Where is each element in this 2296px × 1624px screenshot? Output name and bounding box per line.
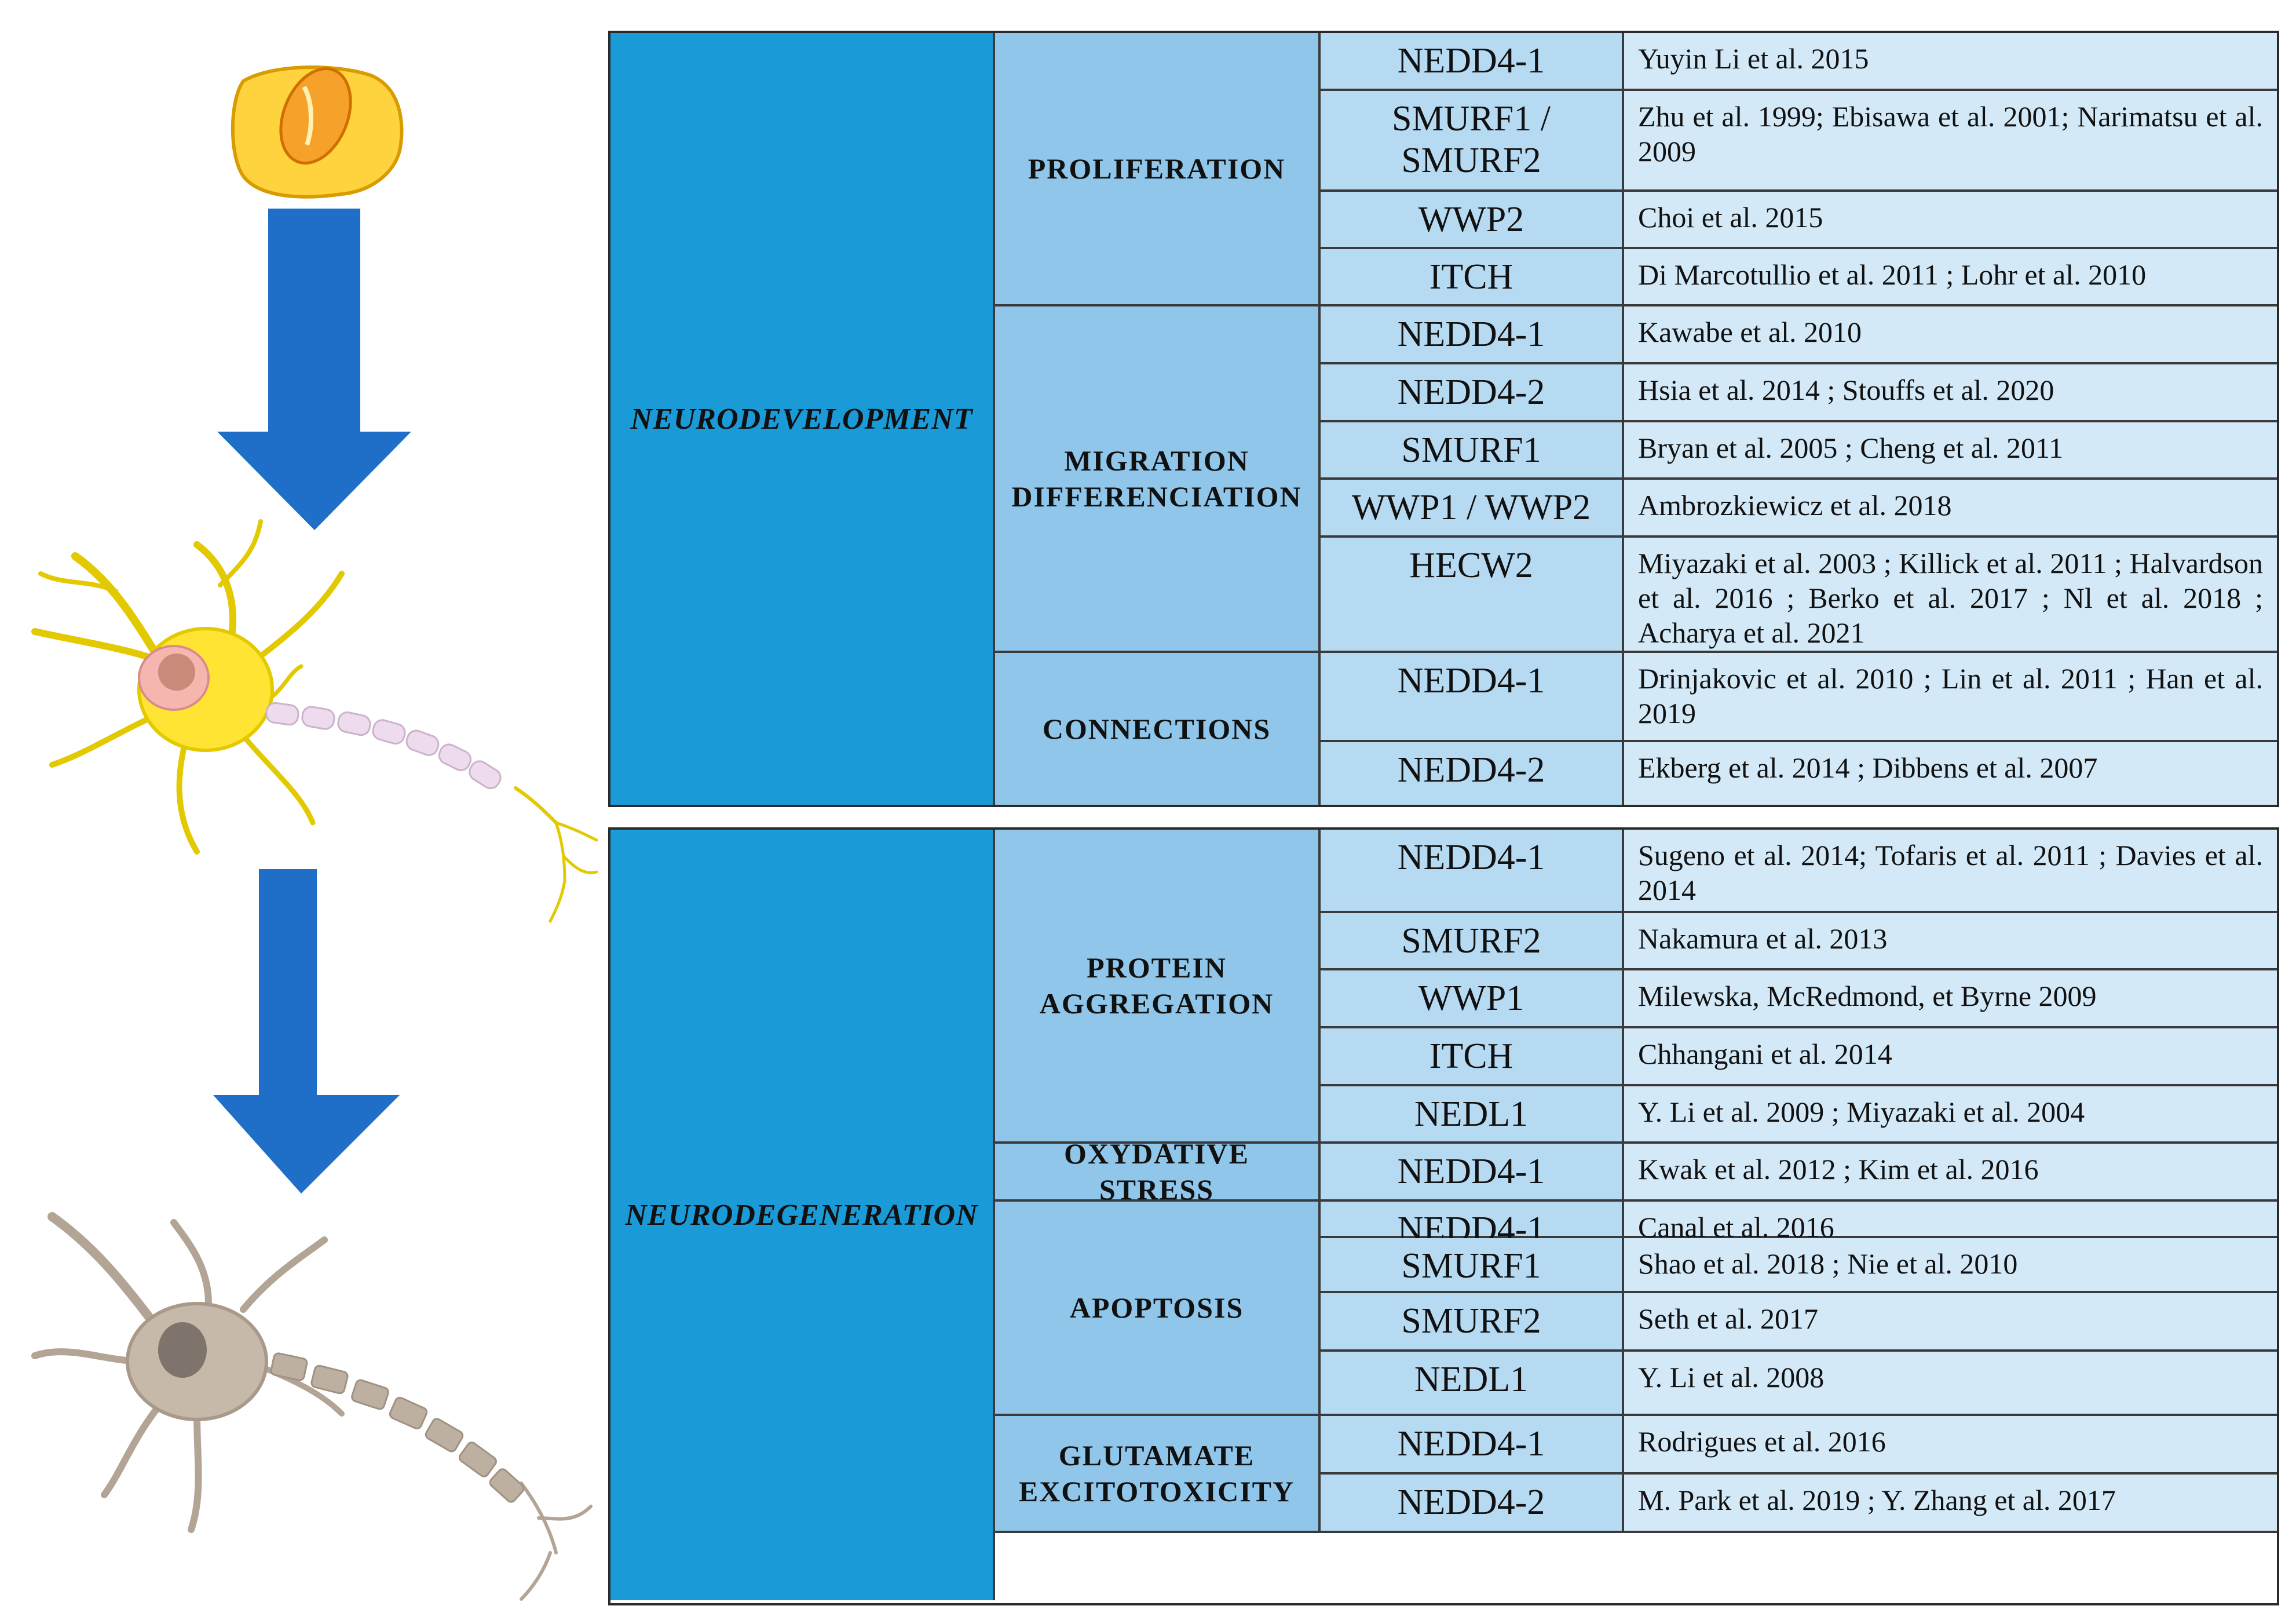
reference-cell: Rodrigues et al. 2016 — [1624, 1416, 2277, 1475]
reference-cell: Chhangani et al. 2014 — [1624, 1028, 2277, 1086]
reference-cell: M. Park et al. 2019 ; Y. Zhang et al. 20… — [1624, 1475, 2277, 1533]
gene-cell: NEDL1 — [1321, 1086, 1624, 1144]
reference-cell: Bryan et al. 2005 ; Cheng et al. 2011 — [1624, 422, 2277, 480]
neurodevelopment-table: NEURODEVELOPMENT PROLIFERATION NEDD4-1 Yuyi… — [608, 31, 2279, 807]
reference-cell: Sugeno et al. 2014; Tofaris et al. 2011 … — [1624, 830, 2277, 913]
reference-cell: Di Marcotullio et al. 2011 ; Lohr et al.… — [1624, 249, 2277, 306]
gene-cell: NEDD4-1 — [1321, 1144, 1624, 1202]
arrow-down-icon — [213, 869, 400, 1194]
category-label: PROTEIN AGGREGATION — [995, 830, 1321, 1144]
reference-cell: Miyazaki et al. 2003 ; Killick et al. 20… — [1624, 538, 2277, 653]
gene-cell: NEDD4-2 — [1321, 1475, 1624, 1533]
reference-cell: Ekberg et al. 2014 ; Dibbens et al. 2007 — [1624, 742, 2277, 805]
reference-cell: Hsia et al. 2014 ; Stouffs et al. 2020 — [1624, 364, 2277, 422]
gene-cell: WWP1 — [1321, 970, 1624, 1028]
category-label: CONNECTIONS — [995, 653, 1321, 805]
gene-cell: SMURF1 — [1321, 1238, 1624, 1293]
section-label: NEURODEGENERATION — [610, 830, 995, 1600]
arrow-down-icon — [217, 209, 411, 530]
gene-cell: NEDD4-1 — [1321, 33, 1624, 91]
category-label: PROLIFERATION — [995, 33, 1321, 306]
neurodegeneration-table: NEURODEGENERATION PROTEIN AGGREGATION NEDD… — [608, 827, 2279, 1605]
gene-cell: WWP2 — [1321, 192, 1624, 249]
reference-cell: Yuyin Li et al. 2015 — [1624, 33, 2277, 91]
category-label: APOPTOSIS — [995, 1202, 1321, 1416]
reference-cell: Y. Li et al. 2008 — [1624, 1352, 2277, 1416]
reference-cell: Ambrozkiewicz et al. 2018 — [1624, 480, 2277, 538]
reference-cell: Zhu et al. 1999; Ebisawa et al. 2001; Na… — [1624, 91, 2277, 192]
reference-cell: Shao et al. 2018 ; Nie et al. 2010 — [1624, 1238, 2277, 1293]
gene-cell: SMURF1 / SMURF2 — [1321, 91, 1624, 192]
reference-cell: Canal et al. 2016 — [1624, 1202, 2277, 1243]
gene-cell: NEDL1 — [1321, 1352, 1624, 1416]
gene-cell: SMURF2 — [1321, 1293, 1624, 1352]
reference-cell: Kwak et al. 2012 ; Kim et al. 2016 — [1624, 1144, 2277, 1202]
stem-cell-icon — [231, 65, 404, 199]
category-label: GLUTAMATE EXCITOTOXICITY — [995, 1416, 1321, 1533]
gene-cell: NEDD4-2 — [1321, 364, 1624, 422]
gene-cell: NEDD4-1 — [1321, 306, 1624, 364]
category-label: OXYDATIVE STRESS — [995, 1137, 1321, 1206]
reference-cell: Kawabe et al. 2010 — [1624, 306, 2277, 364]
section-label: NEURODEVELOPMENT — [610, 33, 995, 805]
reference-cell: Y. Li et al. 2009 ; Miyazaki et al. 2004 — [1624, 1086, 2277, 1144]
reference-cell: Nakamura et al. 2013 — [1624, 913, 2277, 970]
gene-cell: NEDD4-2 — [1321, 742, 1624, 805]
gene-cell: WWP1 / WWP2 — [1321, 480, 1624, 538]
gene-cell: NEDD4-1 — [1321, 653, 1624, 742]
reference-cell: Choi et al. 2015 — [1624, 192, 2277, 249]
gene-cell: ITCH — [1321, 249, 1624, 306]
gene-cell: SMURF2 — [1321, 913, 1624, 970]
gene-cell: SMURF1 — [1321, 422, 1624, 480]
gene-cell: NEDD4-1 — [1321, 830, 1624, 913]
gene-cell: NEDD4-1 — [1321, 1416, 1624, 1475]
reference-cell: Seth et al. 2017 — [1624, 1293, 2277, 1352]
category-label: MIGRATION DIFFERENCIATION — [995, 306, 1321, 653]
gene-cell: NEDD4-1 — [1321, 1202, 1624, 1249]
gene-cell: HECW2 — [1321, 538, 1624, 653]
reference-cell: Milewska, McRedmond, et Byrne 2009 — [1624, 970, 2277, 1028]
reference-cell: Drinjakovic et al. 2010 ; Lin et al. 201… — [1624, 653, 2277, 742]
illustration-panel — [31, 65, 598, 1601]
degenerating-neuron-icon — [31, 1212, 593, 1601]
gene-cell: ITCH — [1321, 1028, 1624, 1086]
